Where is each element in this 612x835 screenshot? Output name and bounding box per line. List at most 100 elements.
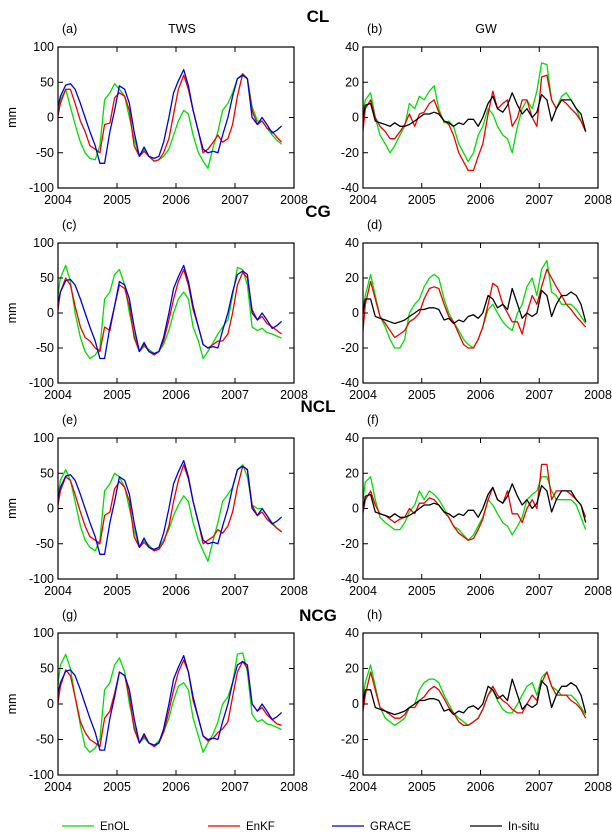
series-enkf-a <box>58 73 283 162</box>
y-axis-label: mm <box>5 107 19 128</box>
y-tick-label: 0 <box>47 111 54 125</box>
y-tick-label: -50 <box>36 146 54 160</box>
panel-label: (e) <box>62 413 77 427</box>
series-grace-e <box>58 459 283 555</box>
y-tick-label: 0 <box>352 697 359 711</box>
y-tick-label: 0 <box>352 306 359 320</box>
y-tick-label: 100 <box>33 236 54 250</box>
x-tick-label: 2008 <box>280 388 308 402</box>
y-axis-label: mm <box>5 303 19 324</box>
series-grace-a <box>58 68 283 164</box>
x-tick-label: 2006 <box>467 388 495 402</box>
plot-frame <box>57 242 295 384</box>
series-enol-b <box>363 62 587 163</box>
y-tick-label: 40 <box>345 40 359 54</box>
y-tick-label: -50 <box>36 733 54 747</box>
x-tick-label: 2006 <box>162 584 190 598</box>
legend-item-enol: EnOL <box>62 821 130 833</box>
y-tick-label: -50 <box>36 537 54 551</box>
plot-frame <box>57 46 295 189</box>
panel-f: -40 -20 0 20 40 2004 2005 2006 2007 2008 (f) <box>341 413 612 598</box>
panel-label: (c) <box>62 218 77 232</box>
series-insitu-h <box>363 678 587 716</box>
y-axis-label: mm <box>5 498 19 519</box>
y-tick-label: -20 <box>341 733 359 747</box>
series-enol-g <box>58 652 282 753</box>
y-tick-label: 50 <box>40 662 54 676</box>
y-tick-label: -100 <box>29 181 54 195</box>
x-tick-label: 2006 <box>162 193 190 207</box>
y-axis-label: mm <box>5 694 19 715</box>
y-tick-label: 40 <box>345 626 359 640</box>
y-tick-label: -100 <box>29 572 54 586</box>
row-title-cg: CG <box>305 202 331 221</box>
series-insitu-f <box>363 483 587 523</box>
legend-label: In-situ <box>508 821 539 833</box>
y-tick-label: 100 <box>33 626 54 640</box>
series-enkf-c <box>58 268 282 356</box>
x-tick-label: 2005 <box>408 584 436 598</box>
y-tick-label: -20 <box>341 146 359 160</box>
legend-label: GRACE <box>370 821 411 833</box>
x-tick-label: 2006 <box>162 780 190 794</box>
x-tick-label: 2005 <box>408 780 436 794</box>
y-tick-label: 40 <box>345 236 359 250</box>
series-enkf-b <box>363 74 587 172</box>
x-tick-label: 2007 <box>221 780 249 794</box>
x-tick-label: 2004 <box>349 780 377 794</box>
plot-frame <box>362 437 599 580</box>
plot-frame <box>57 632 295 776</box>
y-tick-label: -20 <box>341 341 359 355</box>
x-tick-label: 2006 <box>467 584 495 598</box>
series-insitu-d <box>363 287 587 325</box>
panel-label: (g) <box>62 608 77 622</box>
y-tick-label: 0 <box>47 306 54 320</box>
panel-a: -100 -50 0 50 100 2004 2005 2006 2007 2008 mm (a) <box>5 22 308 207</box>
x-tick-label: 2008 <box>584 584 612 598</box>
series-enkf-d <box>363 268 587 349</box>
panel-e: -100 -50 0 50 100 2004 2005 2006 2007 2008 mm (e) <box>5 413 308 598</box>
x-tick-label: 2004 <box>349 584 377 598</box>
y-tick-label: -40 <box>341 572 359 586</box>
row-title-ncg: NCG <box>299 606 337 625</box>
series-grace-g <box>58 655 283 751</box>
x-tick-label: 2007 <box>221 388 249 402</box>
x-tick-label: 2007 <box>221 584 249 598</box>
y-tick-label: 50 <box>40 271 54 285</box>
panel-label: (f) <box>367 413 379 427</box>
x-tick-label: 2004 <box>44 193 72 207</box>
panel-label: (a) <box>62 22 77 36</box>
legend: EnOL EnKF GRACE In-situ <box>62 821 539 833</box>
x-tick-label: 2005 <box>103 584 131 598</box>
x-tick-label: 2007 <box>525 388 553 402</box>
legend-item-enkf: EnKF <box>208 821 275 833</box>
panel-b: -40 -20 0 20 40 2004 2005 2006 2007 2008 (b) <box>341 22 612 207</box>
panel-label: (h) <box>367 608 382 622</box>
panel-label: (d) <box>367 218 382 232</box>
y-tick-label: 20 <box>345 75 359 89</box>
x-tick-label: 2006 <box>467 780 495 794</box>
x-tick-label: 2008 <box>280 193 308 207</box>
series-enol-f <box>363 476 587 541</box>
panel-g: -100 -50 0 50 100 2004 2005 2006 2007 2008 mm (g) <box>5 608 308 794</box>
x-tick-label: 2004 <box>349 193 377 207</box>
x-tick-label: 2008 <box>584 780 612 794</box>
x-tick-label: 2008 <box>584 388 612 402</box>
series-enol-h <box>363 664 587 726</box>
x-tick-label: 2005 <box>103 193 131 207</box>
y-tick-label: 20 <box>345 271 359 285</box>
x-tick-label: 2004 <box>44 780 72 794</box>
x-tick-label: 2004 <box>349 388 377 402</box>
panel-c: -100 -50 0 50 100 2004 2005 2006 2007 2008 mm (c) <box>5 218 308 402</box>
panel-label: (b) <box>367 22 382 36</box>
x-tick-label: 2008 <box>280 780 308 794</box>
x-tick-label: 2004 <box>44 388 72 402</box>
y-tick-label: -100 <box>29 376 54 390</box>
x-tick-label: 2005 <box>103 388 131 402</box>
y-tick-label: 0 <box>352 502 359 516</box>
x-tick-label: 2007 <box>525 780 553 794</box>
x-tick-label: 2007 <box>221 193 249 207</box>
x-tick-label: 2006 <box>467 193 495 207</box>
panels: -100 -50 0 50 100 2004 2005 2006 2007 2008 mm (a) -4… <box>5 22 612 794</box>
series-enkf-f <box>363 463 587 541</box>
